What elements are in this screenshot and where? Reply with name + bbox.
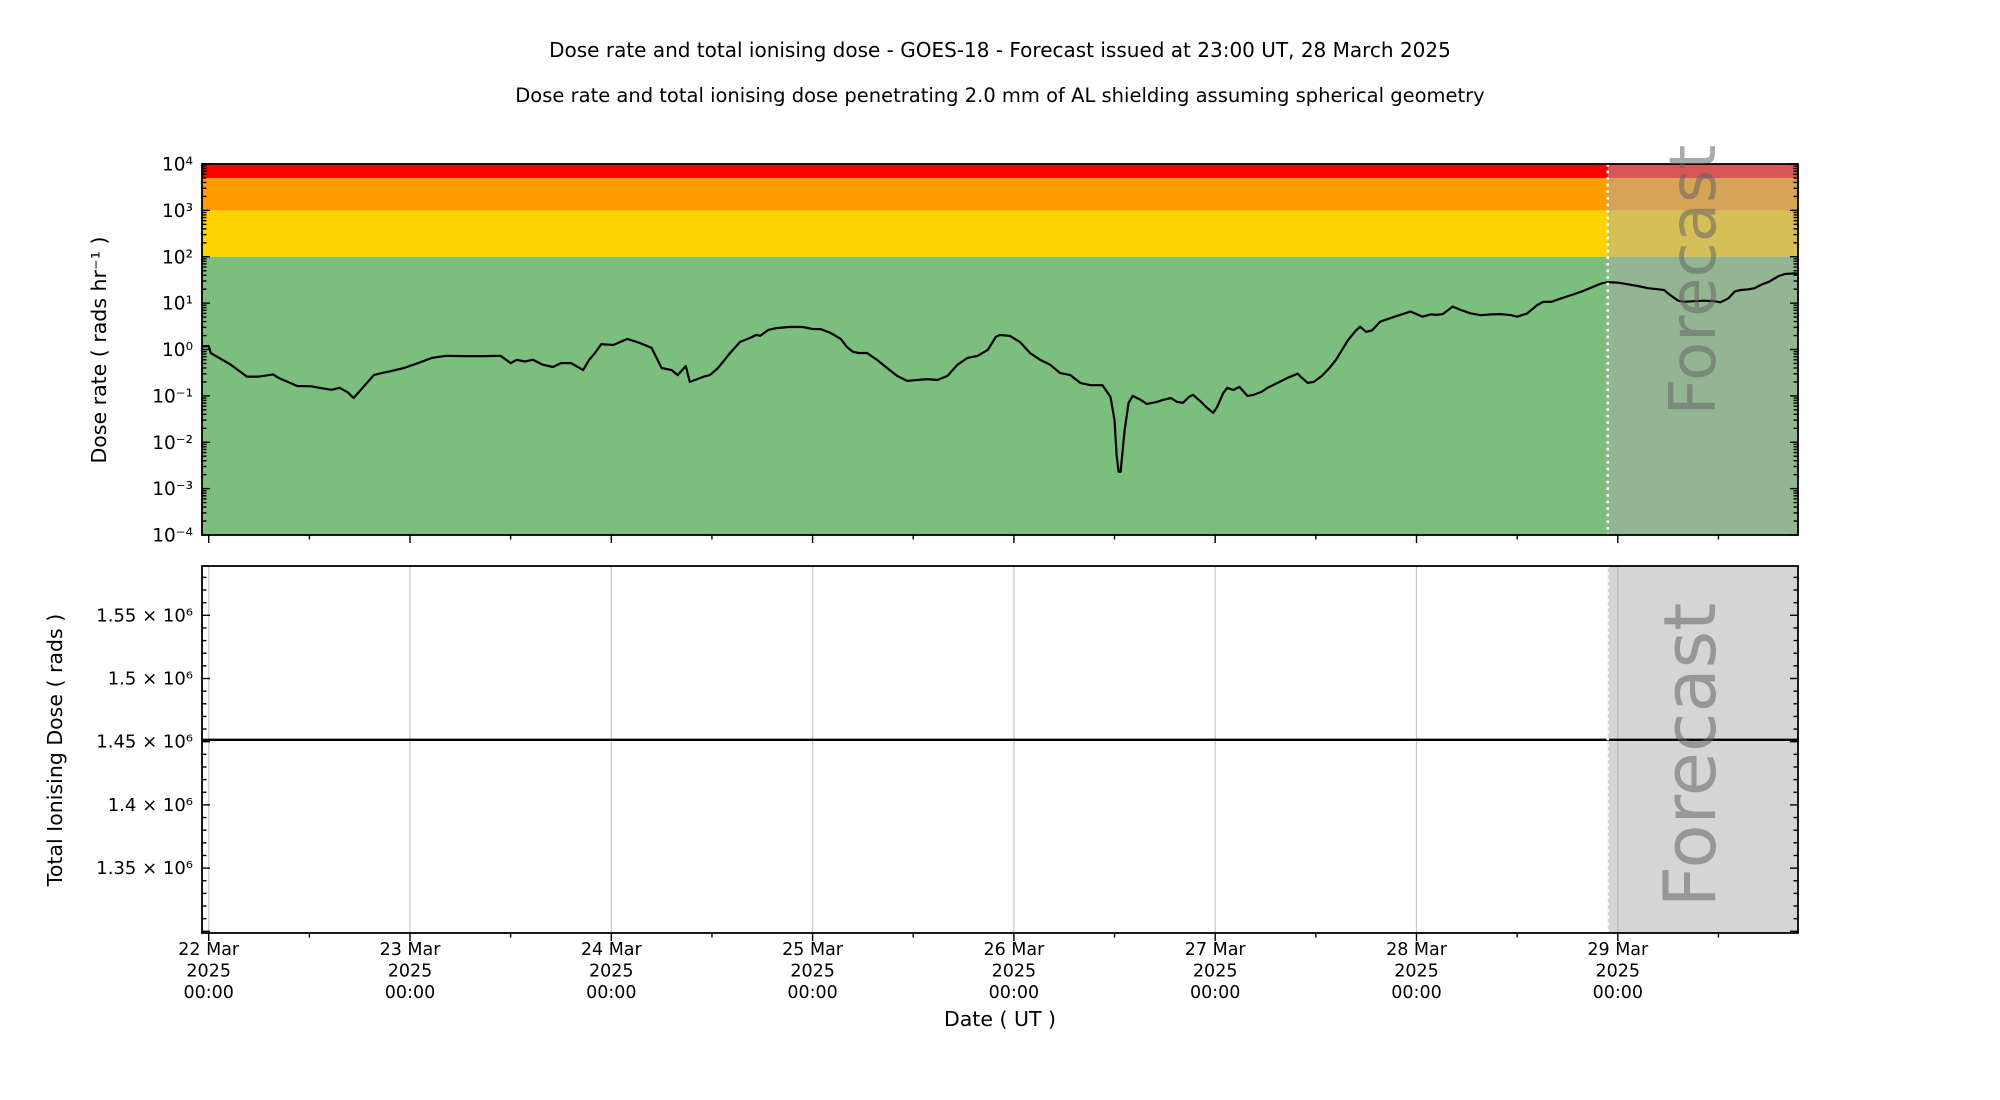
orange-alert-band	[202, 177, 1798, 211]
date-axis-label: Date ( UT )	[943, 1007, 1057, 1031]
total-dose-ytick-label: 1.55 × 10⁶	[96, 605, 193, 626]
date-tick-label: 28 Mar	[1386, 940, 1448, 960]
dose-rate-panel	[202, 164, 1798, 535]
forecast-overlay-top	[1607, 164, 1798, 535]
date-tick-year: 2025	[1394, 962, 1439, 982]
date-tick-label: 26 Mar	[983, 940, 1045, 960]
date-tick-label: 23 Mar	[380, 940, 442, 960]
dose-rate-ytick-label: 10²	[162, 247, 193, 268]
date-tick-time: 00:00	[1593, 983, 1643, 1003]
date-tick-time: 00:00	[1190, 983, 1240, 1003]
total-dose-ytick-label: 1.35 × 10⁶	[96, 858, 193, 879]
date-tick-year: 2025	[1193, 962, 1238, 982]
dose-rate-ytick-label: 10¹	[162, 294, 193, 315]
date-tick-time: 00:00	[1391, 983, 1441, 1003]
dose-rate-ytick-label: 10⁴	[162, 155, 193, 176]
chart-title: Dose rate and total ionising dose - GOES…	[549, 38, 1451, 62]
date-tick-time: 00:00	[586, 983, 636, 1003]
dose-rate-ytick-label: 10⁻²	[152, 433, 193, 454]
red-severe-band	[202, 164, 1798, 178]
date-tick-label: 27 Mar	[1185, 940, 1247, 960]
date-tick-label: 25 Mar	[782, 940, 844, 960]
dose-rate-ytick-label: 10⁻³	[152, 479, 193, 500]
date-tick-label: 29 Mar	[1587, 940, 1649, 960]
date-tick-time: 00:00	[787, 983, 837, 1003]
dose-rate-ytick-label: 10⁻⁴	[152, 526, 193, 547]
dose-rate-ytick-label: 10⁻¹	[152, 386, 193, 407]
date-tick-year: 2025	[388, 962, 433, 982]
chart-subtitle: Dose rate and total ionising dose penetr…	[515, 84, 1485, 107]
total-dose-ytick-label: 1.45 × 10⁶	[96, 732, 193, 753]
total-dose-ytick-label: 1.5 × 10⁶	[108, 669, 193, 690]
date-tick-time: 00:00	[183, 983, 233, 1003]
dose-rate-line	[202, 272, 1798, 473]
total-dose-ytick-label: 1.4 × 10⁶	[108, 795, 193, 816]
date-tick-time: 00:00	[989, 983, 1039, 1003]
total-dose-axis-label: Total Ionising Dose ( rads )	[43, 613, 67, 887]
date-tick-label: 22 Mar	[178, 940, 240, 960]
panel-background	[202, 566, 1798, 933]
date-tick-label: 24 Mar	[581, 940, 643, 960]
date-tick-year: 2025	[589, 962, 634, 982]
gold-warning-band	[202, 210, 1798, 257]
dose-rate-ytick-label: 10³	[162, 201, 193, 222]
date-tick-year: 2025	[992, 962, 1037, 982]
date-tick-year: 2025	[1596, 962, 1641, 982]
dose-rate-axis-label: Dose rate ( rads hr⁻¹ )	[87, 236, 111, 464]
green-safe-band	[202, 256, 1798, 535]
date-tick-time: 00:00	[385, 983, 435, 1003]
date-tick-year: 2025	[790, 962, 835, 982]
total-dose-panel-border	[201, 565, 1799, 934]
forecast-overlay-bottom	[1607, 566, 1798, 933]
date-tick-year: 2025	[186, 962, 231, 982]
total-dose-panel	[202, 566, 1798, 933]
dose-rate-ytick-label: 10⁰	[162, 340, 193, 361]
dose-rate-panel-border	[201, 163, 1799, 536]
